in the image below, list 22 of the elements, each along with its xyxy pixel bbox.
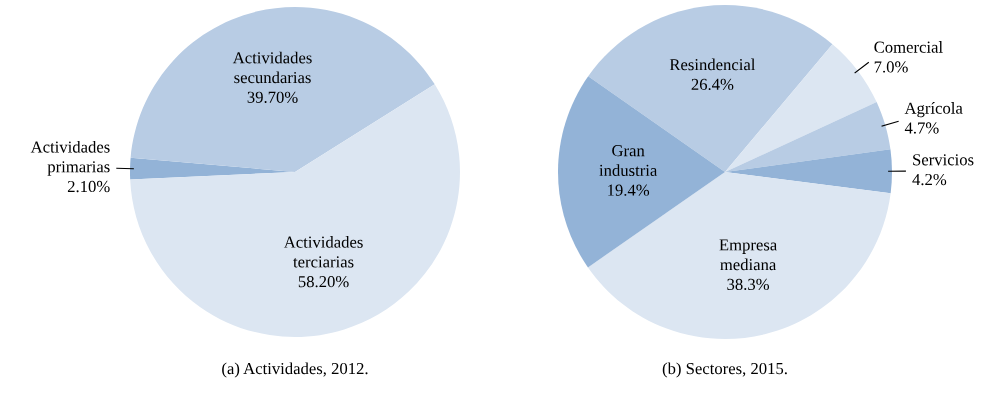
text: (a) Actividades, 2012. [222,362,368,378]
data-label: 2.10% [67,180,110,193]
slice-label: Actividades terciarias [283,236,363,268]
pie-slice [130,7,435,172]
data-label: 19.4% [608,184,650,196]
data-label: 39.70% [247,91,298,103]
data-label: 26.4% [691,78,734,91]
data-label: 4.7% [904,122,939,134]
data-label: 7.0% [874,61,908,73]
data-label: 58.20% [298,276,349,288]
pie-slice [130,84,460,337]
slice-label: Empresa mediana [719,239,777,271]
data-label: 4.2% [912,173,947,186]
slice-label: Actividades primarias [30,140,110,176]
data-label: 38.3% [727,278,770,291]
slice-label: Gran industria [599,145,658,177]
slice-label: Agrícola [904,102,963,118]
slice-label: Resindencial [669,58,756,71]
slice-label: Servicios [913,154,974,166]
slice-label: Actividades secundarias [232,51,312,84]
text: (b) Sectores, 2015. [662,362,787,378]
slice-label: Comercial [874,41,943,53]
